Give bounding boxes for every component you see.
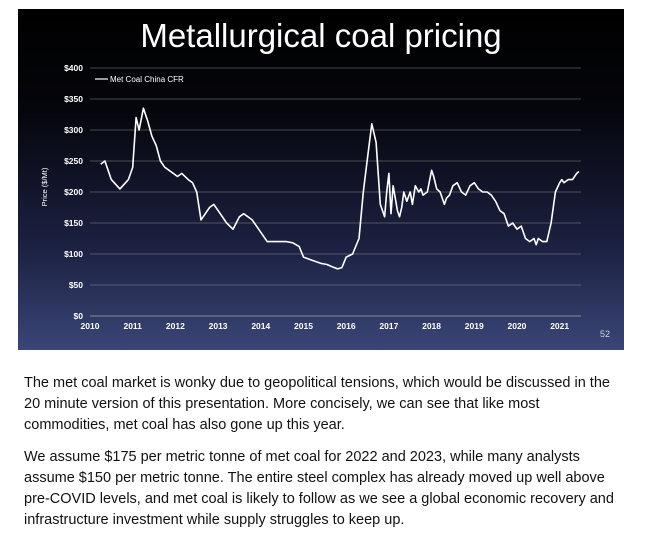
- legend-label: Met Coal China CFR: [110, 75, 184, 84]
- x-tick-label: 2014: [251, 321, 270, 331]
- y-tick-label: $50: [69, 280, 83, 290]
- x-tick-label: 2018: [422, 321, 441, 331]
- chart-legend: Met Coal China CFR: [95, 75, 184, 84]
- series-layer: [100, 107, 580, 270]
- slide-title: Metallurgical coal pricing: [140, 17, 502, 54]
- y-axis-ticks: $0 $50 $100 $150 $200 $250 $300 $350 $400: [64, 63, 83, 321]
- x-tick-label: 2016: [337, 321, 356, 331]
- x-tick-label: 2015: [294, 321, 313, 331]
- y-tick-label: $250: [64, 156, 83, 166]
- series-line-met-coal-china-cfr: [100, 107, 580, 270]
- x-tick-label: 2012: [166, 321, 185, 331]
- x-tick-label: 2019: [465, 321, 484, 331]
- x-axis-ticks: 2010 2011 2012 2013 2014 2015 2016 2017 2018 2019…: [81, 321, 570, 331]
- y-tick-label: $0: [74, 311, 84, 321]
- x-tick-label: 2011: [123, 321, 142, 331]
- y-tick-label: $350: [64, 94, 83, 104]
- x-tick-label: 2021: [550, 321, 569, 331]
- y-tick-label: $400: [64, 63, 83, 73]
- paragraph-price-assumption: We assume $175 per metric tonne of met c…: [24, 449, 614, 529]
- x-tick-label: 2020: [507, 321, 526, 331]
- y-axis-label: Price ($/Mt): [40, 167, 49, 206]
- x-tick-label: 2010: [81, 321, 100, 331]
- slide-panel: Metallurgical coal pricing $0 $50 $100 $150…: [18, 9, 624, 350]
- y-tick-label: $100: [64, 249, 83, 259]
- y-tick-label: $300: [64, 125, 83, 135]
- y-tick-label: $150: [64, 218, 83, 228]
- x-tick-label: 2017: [379, 321, 398, 331]
- price-chart: $0$50$100$150$200$250$300$350$400 2010 20…: [40, 63, 581, 331]
- chart-gridlines: [90, 67, 581, 317]
- y-tick-label: $200: [64, 187, 83, 197]
- x-tick-label: 2013: [209, 321, 228, 331]
- slide-number: 52: [600, 329, 611, 339]
- paragraph-market-overview: The met coal market is wonky due to geop…: [24, 375, 610, 434]
